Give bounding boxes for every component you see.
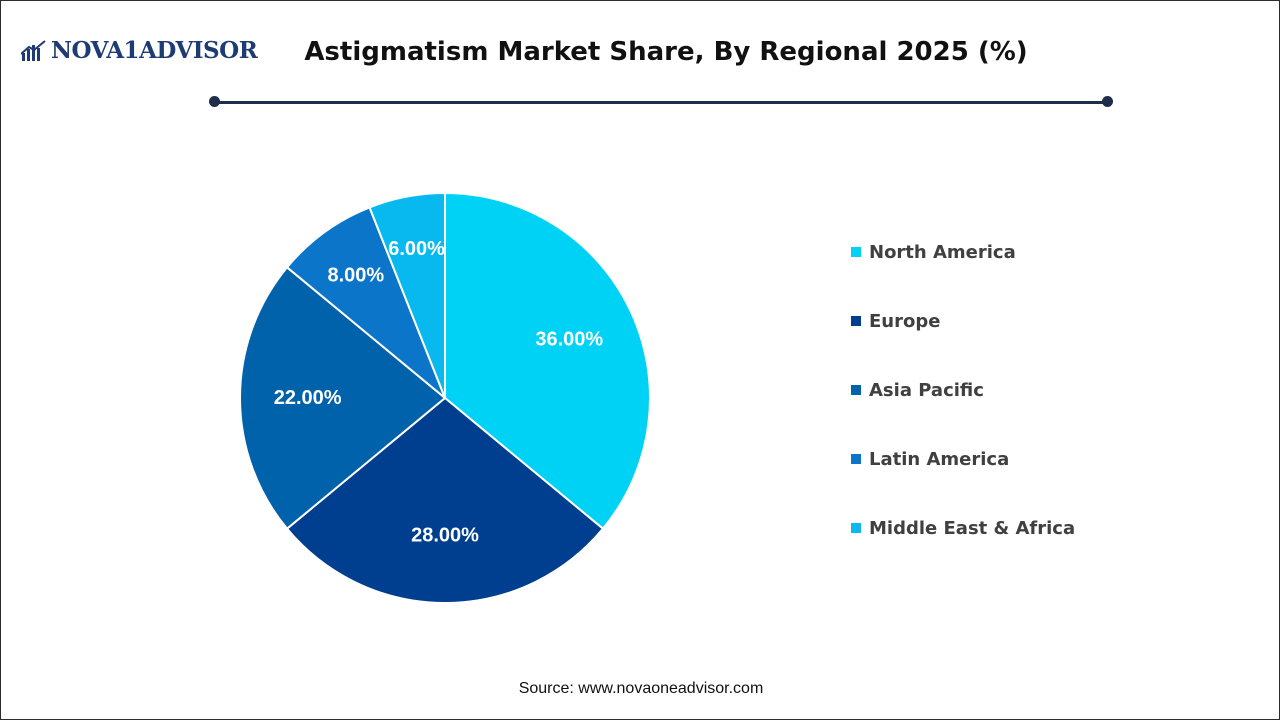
logo-text: NOVA1ADVISOR [51,37,258,64]
legend-swatch [851,454,861,464]
data-label-middle-east-africa: 6.00% [388,238,445,260]
legend-label: Middle East & Africa [869,517,1076,539]
divider-dot-left [209,96,220,107]
chart-title: Astigmatism Market Share, By Regional 20… [304,37,1028,67]
data-label-latin-america: 8.00% [327,264,384,286]
pie-slice-north-america [444,191,651,531]
legend-label: Asia Pacific [869,379,984,401]
legend-item: Latin America [851,448,1075,470]
legend-item: Middle East & Africa [851,517,1075,539]
legend-label: Latin America [869,448,1010,470]
legend-swatch [851,385,861,395]
legend-swatch [851,523,861,533]
brand-logo: NOVA1ADVISOR [21,37,258,64]
pie-slice-latin-america [285,206,446,399]
data-label-asia-pacific: 22.00% [274,387,342,409]
chart-legend: North America Europe Asia Pacific Latin Ame… [851,241,1075,586]
bar-chart-icon [21,39,46,61]
data-label-north-america: 36.00% [535,329,603,351]
pie-slice-europe [285,396,605,604]
source-note: Source: www.novaoneadvisor.com [518,680,764,697]
data-label-europe: 28.00% [411,524,479,546]
legend-label: Europe [869,310,941,332]
legend-item: Asia Pacific [851,379,1075,401]
legend-label: North America [869,241,1016,263]
title-divider [214,101,1108,104]
legend-swatch [851,247,861,257]
divider-dot-right [1102,96,1113,107]
pie-slice-asia-pacific [239,265,447,531]
legend-item: North America [851,241,1075,263]
legend-swatch [851,316,861,326]
legend-item: Europe [851,310,1075,332]
pie-slice-middle-east-africa [368,191,446,399]
